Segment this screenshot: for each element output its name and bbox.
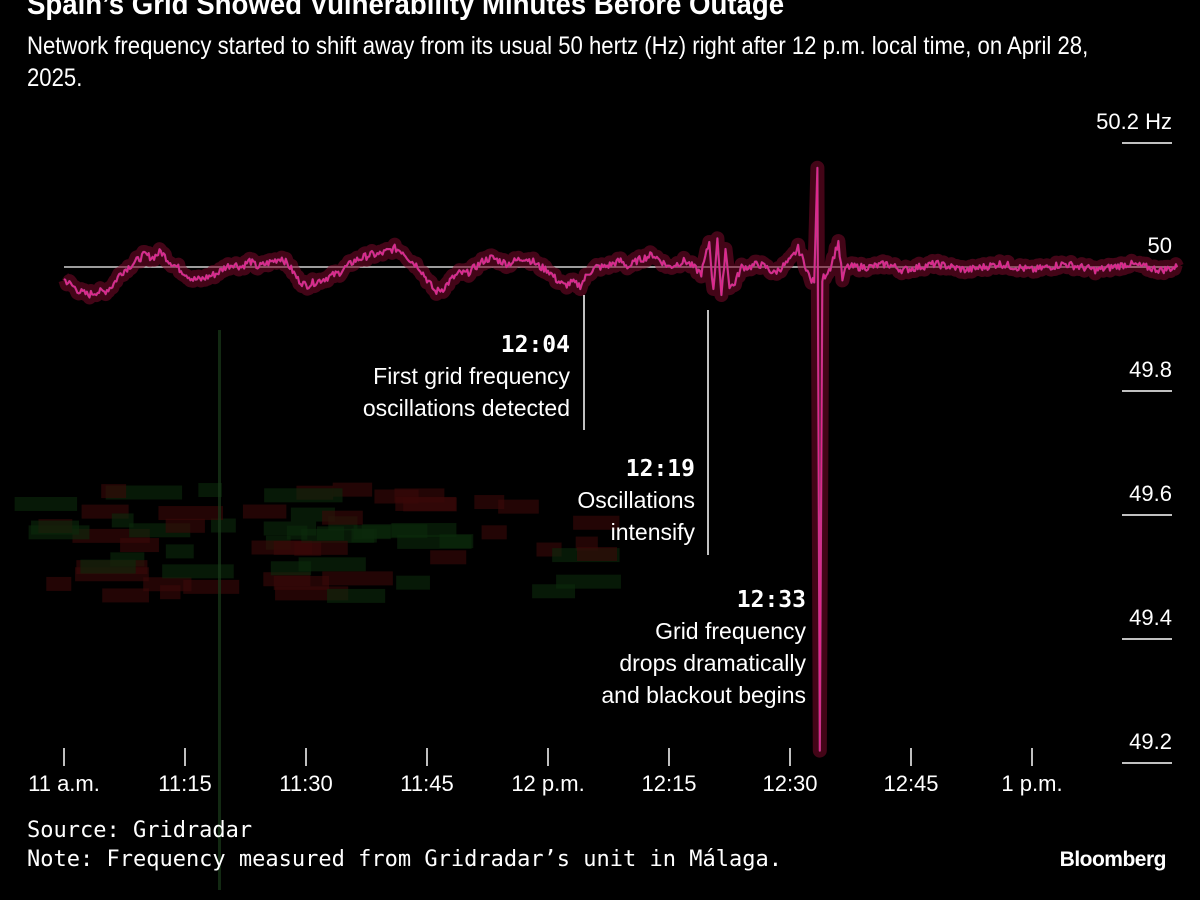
artifact-block xyxy=(439,534,474,549)
artifact-block xyxy=(322,571,393,586)
annotation-text: intensify xyxy=(611,519,696,545)
annotation-text: First grid frequency xyxy=(373,363,570,389)
chart-title: Spain’s Grid Showed Vulnerability Minute… xyxy=(27,0,785,21)
artifact-block xyxy=(120,538,159,553)
artifact-block xyxy=(532,584,576,599)
artifact-block xyxy=(391,523,457,538)
x-axis: 11 a.m. 11:15 11:30 11:45 12 p.m. 12:15 12:30 1… xyxy=(28,748,1063,796)
artifact-block xyxy=(198,483,222,498)
artifact-block xyxy=(498,499,539,514)
annotations: 12:04 First grid frequency oscillations de… xyxy=(363,295,806,708)
artifact-block xyxy=(165,544,194,559)
annotation-text: oscillations detected xyxy=(363,395,570,421)
artifact-block xyxy=(102,588,149,603)
artifact-block xyxy=(211,518,236,533)
x-tick-label: 12:15 xyxy=(641,771,696,796)
annotation-text: and blackout begins xyxy=(601,682,806,708)
artifact-block xyxy=(298,557,366,572)
artifact-block xyxy=(242,504,287,519)
y-axis: 50.2 Hz 50 49.8 49.6 49.4 49.2 xyxy=(1096,109,1172,764)
artifact-block xyxy=(395,496,456,511)
annotation-time: 12:19 xyxy=(626,456,695,482)
artifact-block xyxy=(474,495,505,510)
y-tick-label: 50 xyxy=(1148,233,1172,258)
y-tick-label: 49.8 xyxy=(1129,357,1172,382)
artifact-block xyxy=(264,488,343,503)
background-artifacts xyxy=(14,330,621,890)
series-line-highlight xyxy=(63,167,1178,752)
artifact-block xyxy=(46,576,72,591)
artifact-block xyxy=(430,550,467,565)
artifact-block xyxy=(322,510,363,525)
x-tick-label: 11:45 xyxy=(400,771,453,796)
x-tick-label: 11 a.m. xyxy=(28,771,100,796)
artifact-block xyxy=(165,518,205,533)
source-note: Source: Gridradar xyxy=(27,818,253,843)
artifact-block xyxy=(162,564,234,579)
annotation-text: drops dramatically xyxy=(619,650,806,676)
artifact-block xyxy=(327,588,386,603)
footnote: Note: Frequency measured from Gridradar’… xyxy=(27,847,782,872)
artifact-block xyxy=(301,528,375,543)
x-tick-label: 11:15 xyxy=(158,771,211,796)
artifact-block xyxy=(576,547,618,562)
chart-subtitle: Network frequency started to shift away … xyxy=(27,32,1089,92)
artifact-block xyxy=(332,482,373,497)
x-tick-label: 12:45 xyxy=(883,771,938,796)
y-tick-label: 49.6 xyxy=(1129,481,1172,506)
artifact-block xyxy=(396,575,430,590)
y-tick-label: 49.4 xyxy=(1129,605,1172,630)
annotation-text: Grid frequency xyxy=(655,618,806,644)
artifact-block xyxy=(31,520,80,535)
artifact-block xyxy=(160,585,181,600)
x-tick-label: 1 p.m. xyxy=(1001,771,1062,796)
y-tick-label: 50.2 Hz xyxy=(1096,109,1172,134)
x-tick-label: 12 p.m. xyxy=(511,771,584,796)
artifact-block xyxy=(80,559,136,574)
artifact-block xyxy=(101,484,127,499)
series-frequency xyxy=(58,160,1184,758)
annotation-time: 12:33 xyxy=(737,587,806,613)
bloomberg-logo: Bloomberg xyxy=(1059,848,1167,871)
annotation-time: 12:04 xyxy=(501,332,570,358)
annotation-text: Oscillations xyxy=(577,487,695,513)
artifact-block xyxy=(111,513,134,528)
artifact-block xyxy=(481,525,507,540)
artifact-block xyxy=(273,540,348,555)
y-tick-label: 49.2 xyxy=(1129,729,1172,754)
x-tick-label: 12:30 xyxy=(762,771,817,796)
artifact-block xyxy=(14,496,78,511)
artifact-block xyxy=(158,506,224,521)
artifact-stripe xyxy=(218,330,221,890)
artifact-block xyxy=(573,515,620,530)
x-tick-label: 11:30 xyxy=(279,771,332,796)
artifact-block xyxy=(183,579,240,594)
